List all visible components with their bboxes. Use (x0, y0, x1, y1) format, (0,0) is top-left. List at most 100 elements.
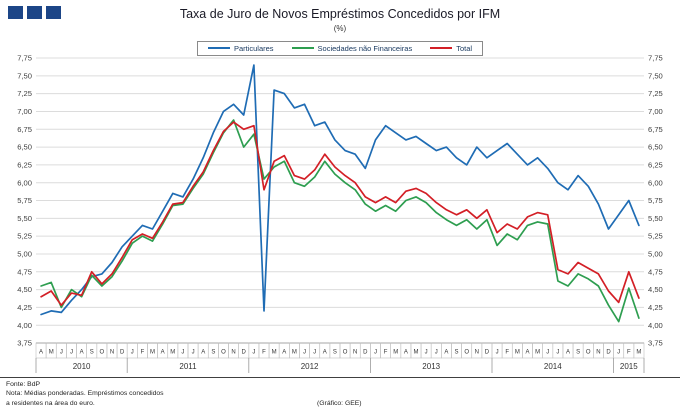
svg-text:5,00: 5,00 (17, 250, 32, 259)
svg-text:O: O (343, 350, 348, 356)
legend-line-swatch-icon (291, 47, 314, 49)
svg-text:2012: 2012 (301, 362, 319, 371)
svg-text:6,50: 6,50 (648, 143, 663, 152)
svg-text:D: D (606, 350, 611, 356)
chart-legend: Particulares Sociedades não Financeiras To… (196, 40, 484, 56)
svg-text:S: S (576, 350, 580, 356)
svg-text:4,00: 4,00 (648, 321, 663, 330)
svg-text:M: M (150, 350, 155, 356)
svg-text:J: J (496, 350, 499, 356)
svg-text:M: M (49, 350, 54, 356)
svg-text:J: J (546, 350, 549, 356)
svg-text:A: A (566, 350, 570, 356)
note-line1: Nota: Médias ponderadas. Empréstimos con… (6, 390, 164, 398)
svg-text:6,00: 6,00 (17, 178, 32, 187)
svg-text:2014: 2014 (544, 362, 562, 371)
legend-label: Total (456, 43, 473, 53)
svg-text:7,00: 7,00 (648, 107, 663, 116)
svg-text:6,25: 6,25 (17, 160, 32, 169)
svg-text:6,00: 6,00 (648, 178, 663, 187)
svg-text:M: M (636, 350, 641, 356)
svg-text:N: N (110, 350, 114, 356)
svg-text:7,00: 7,00 (17, 107, 32, 116)
svg-text:M: M (414, 350, 419, 356)
svg-text:A: A (323, 350, 327, 356)
svg-text:5,25: 5,25 (17, 232, 32, 241)
svg-text:5,75: 5,75 (648, 196, 663, 205)
source-note: Fonte: BdP (6, 381, 41, 388)
svg-text:S: S (455, 350, 459, 356)
svg-text:D: D (120, 350, 125, 356)
svg-text:2015: 2015 (620, 362, 638, 371)
note-line2: a residentes na área do euro. (6, 399, 95, 407)
svg-text:F: F (141, 350, 145, 356)
svg-text:J: J (313, 350, 316, 356)
legend-label: Particulares (233, 43, 274, 53)
legend-item: Total (430, 44, 472, 53)
svg-text:M: M (292, 350, 297, 356)
svg-text:J: J (303, 350, 306, 356)
svg-text:F: F (262, 350, 266, 356)
svg-text:2010: 2010 (73, 362, 91, 371)
svg-text:7,25: 7,25 (648, 89, 663, 98)
svg-text:N: N (231, 350, 235, 356)
svg-text:D: D (485, 350, 490, 356)
svg-text:A: A (80, 350, 84, 356)
svg-text:J: J (70, 350, 73, 356)
svg-text:F: F (505, 350, 509, 356)
chart-title: Taxa de Juro de Novos Empréstimos Conced… (179, 7, 501, 21)
svg-text:N: N (353, 350, 357, 356)
svg-text:M: M (515, 350, 520, 356)
svg-text:A: A (404, 350, 408, 356)
logo-square-icon (8, 6, 23, 19)
svg-text:4,25: 4,25 (648, 303, 663, 312)
svg-text:5,75: 5,75 (17, 196, 32, 205)
svg-text:D: D (363, 350, 368, 356)
legend-item: Particulares (207, 43, 274, 53)
svg-text:J: J (181, 350, 184, 356)
svg-text:3,75: 3,75 (648, 339, 663, 348)
svg-text:5,00: 5,00 (648, 250, 663, 259)
svg-text:A: A (444, 350, 448, 356)
svg-text:A: A (161, 350, 165, 356)
svg-text:A: A (39, 350, 43, 356)
svg-text:7,75: 7,75 (648, 54, 663, 63)
svg-text:M: M (170, 350, 175, 356)
logo-squares (8, 6, 61, 19)
svg-text:5,25: 5,25 (648, 232, 663, 241)
legend-label: Sociedades não Financeiras (317, 43, 413, 53)
svg-text:O: O (100, 350, 105, 356)
svg-text:M: M (393, 350, 398, 356)
svg-text:S: S (211, 350, 215, 356)
credit-note: (Gráfico: GEE) (317, 400, 362, 407)
svg-text:O: O (586, 350, 591, 356)
svg-text:O: O (464, 350, 469, 356)
svg-text:3,75: 3,75 (17, 339, 32, 348)
svg-text:6,75: 6,75 (648, 125, 663, 134)
svg-text:4,25: 4,25 (17, 303, 32, 312)
svg-text:D: D (242, 350, 247, 356)
svg-text:J: J (374, 350, 377, 356)
svg-text:J: J (435, 350, 438, 356)
footer-notes: Fonte: BdP Nota: Médias ponderadas. Empr… (0, 377, 680, 408)
legend-line-swatch-icon (430, 47, 453, 49)
svg-text:6,75: 6,75 (17, 125, 32, 134)
svg-text:A: A (201, 350, 205, 356)
svg-text:5,50: 5,50 (17, 214, 32, 223)
svg-text:4,00: 4,00 (17, 321, 32, 330)
svg-text:J: J (425, 350, 428, 356)
svg-text:O: O (221, 350, 226, 356)
logo-square-icon (27, 6, 42, 19)
svg-text:M: M (535, 350, 540, 356)
svg-text:J: J (131, 350, 134, 356)
svg-text:5,50: 5,50 (648, 214, 663, 223)
svg-text:2013: 2013 (422, 362, 440, 371)
svg-text:A: A (525, 350, 529, 356)
svg-text:6,25: 6,25 (648, 160, 663, 169)
logo-square-icon (46, 6, 61, 19)
svg-text:J: J (192, 350, 195, 356)
legend-item: Sociedades não Financeiras (291, 43, 413, 53)
svg-text:J: J (617, 350, 620, 356)
svg-text:4,75: 4,75 (648, 267, 663, 276)
